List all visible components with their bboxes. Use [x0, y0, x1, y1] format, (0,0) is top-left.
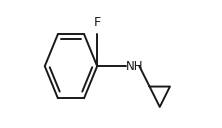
- Text: F: F: [94, 16, 101, 29]
- Text: NH: NH: [126, 60, 144, 73]
